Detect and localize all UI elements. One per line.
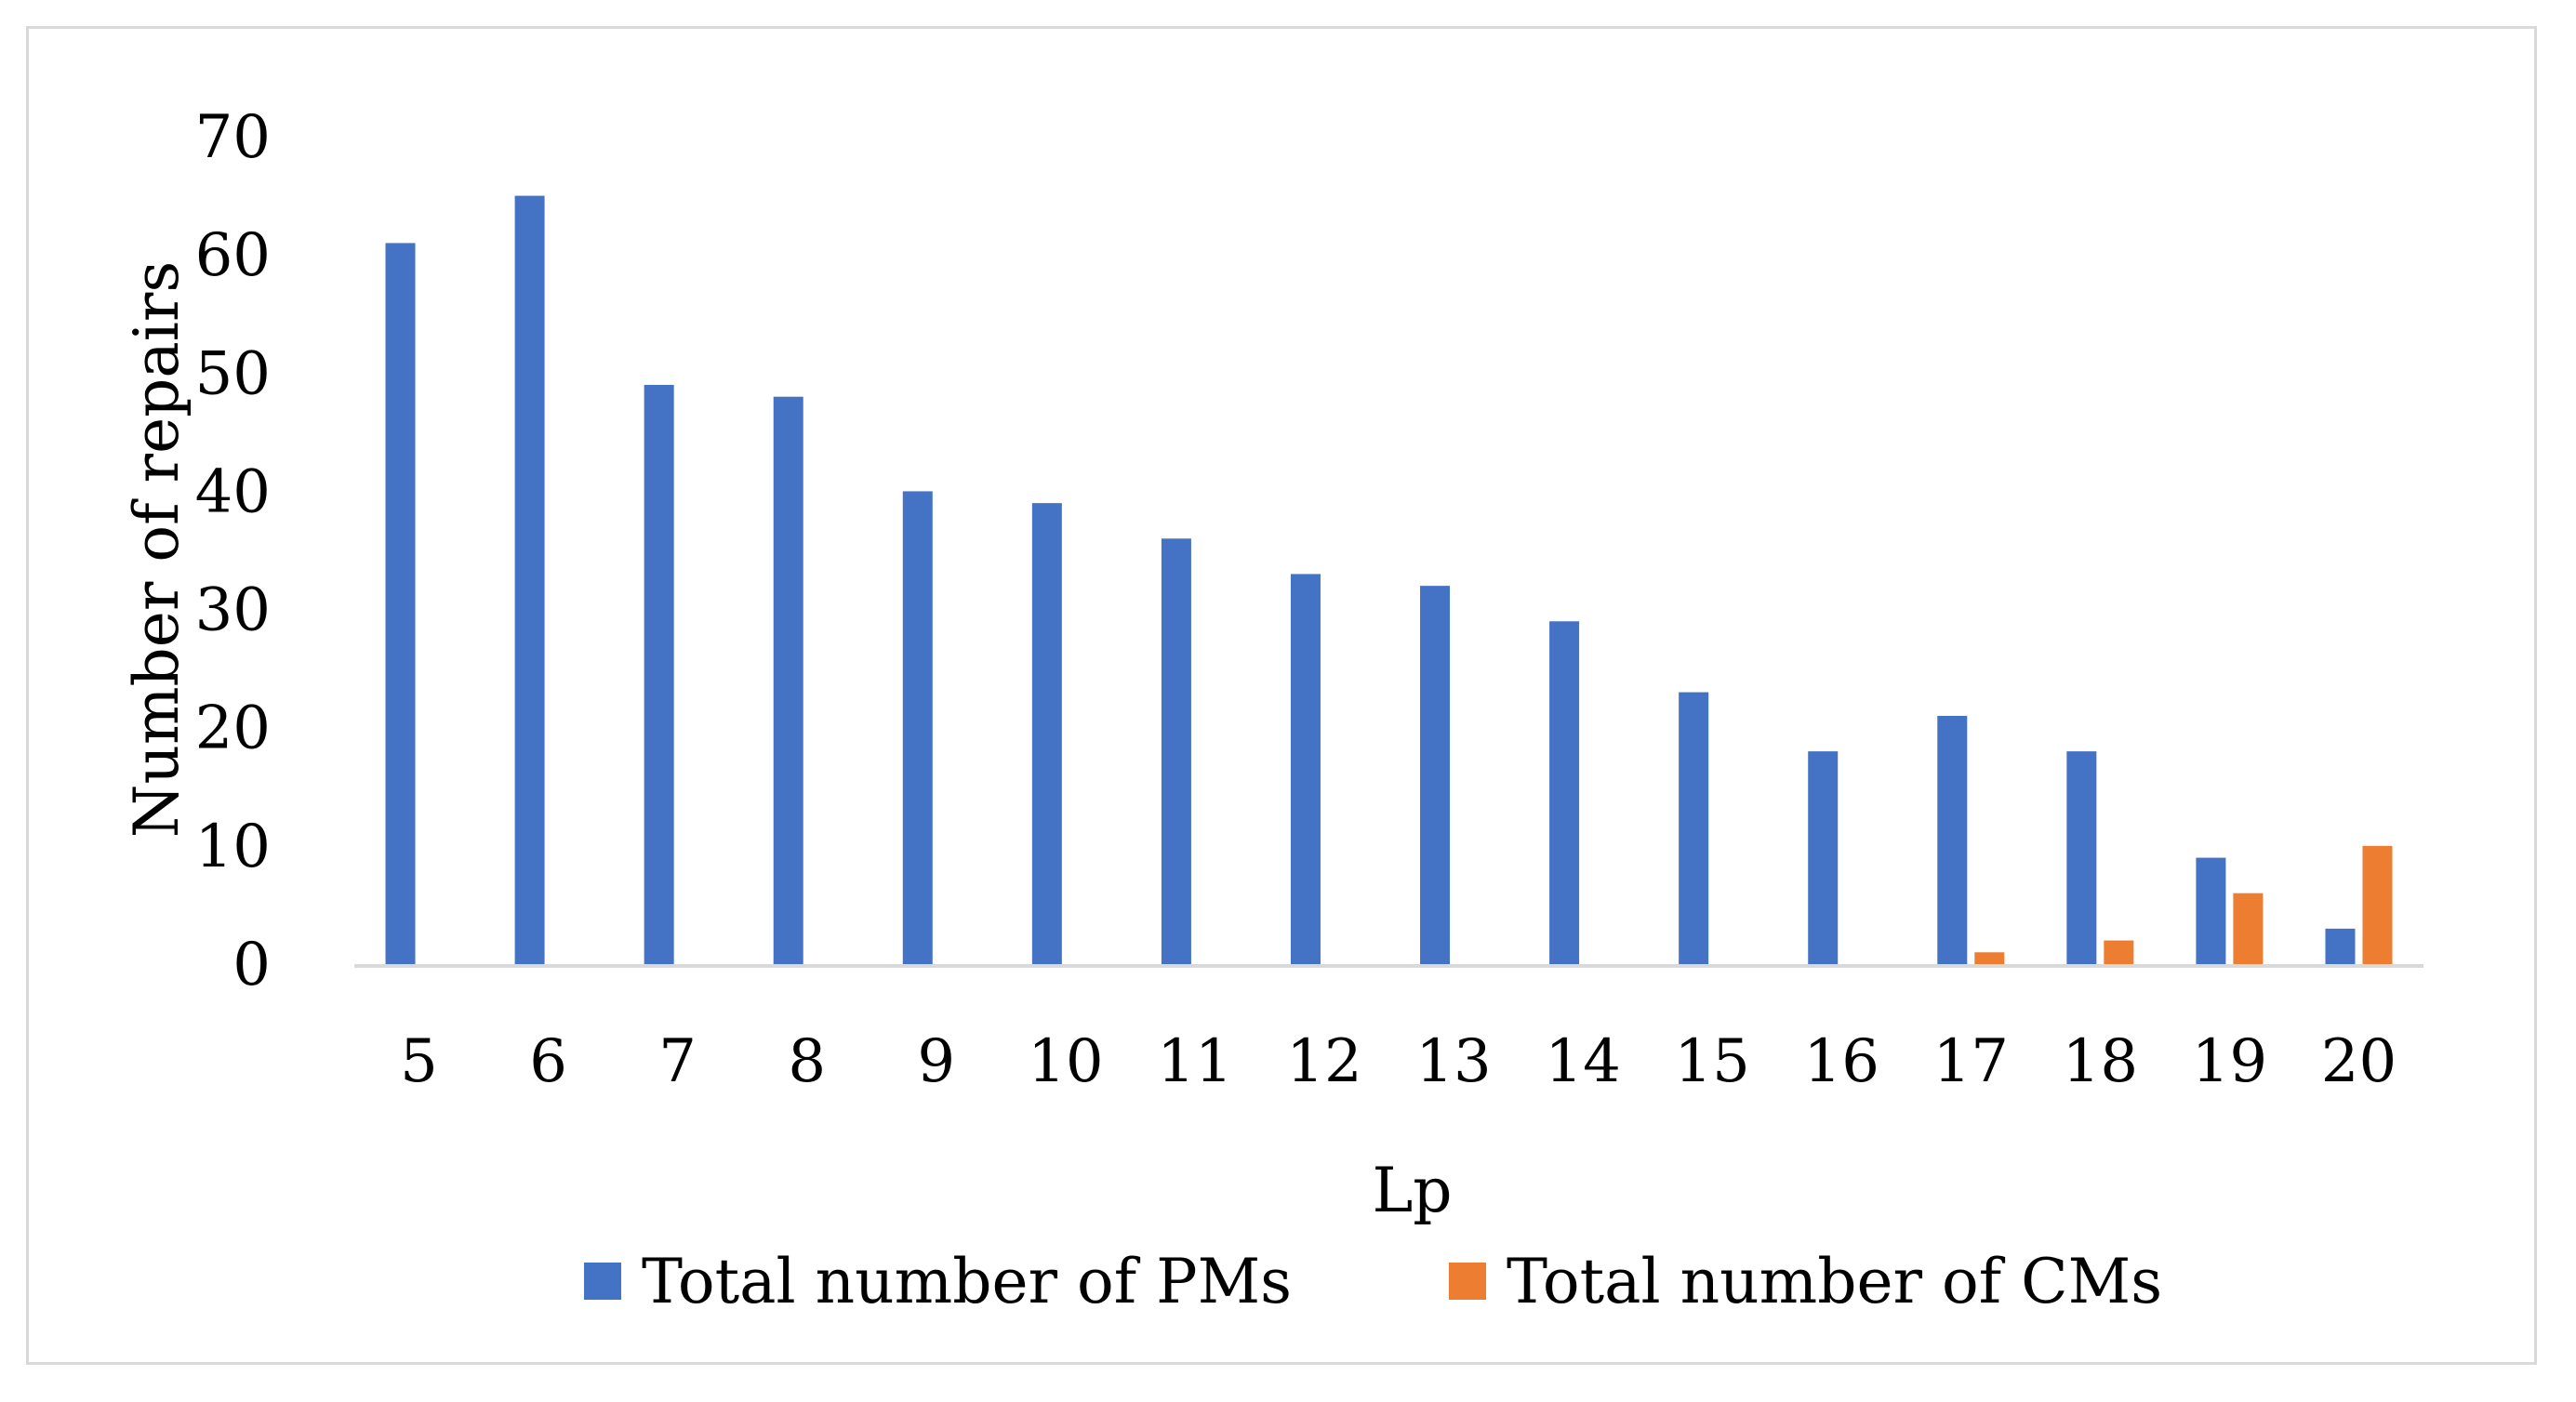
bar-pm-8 <box>773 396 803 964</box>
x-tick-label: 6 <box>529 1027 567 1096</box>
y-tick-label: 10 <box>195 813 271 881</box>
x-tick-label: 11 <box>1157 1027 1232 1096</box>
y-tick-label: 0 <box>232 931 271 999</box>
x-tick-label: 15 <box>1674 1027 1749 1096</box>
bar-pm-20 <box>2325 928 2356 964</box>
bar-pm-12 <box>1290 574 1321 964</box>
x-tick-label: 8 <box>788 1027 826 1096</box>
x-tick-label: 18 <box>2063 1027 2138 1096</box>
bar-cm-20 <box>2362 845 2393 964</box>
bar-pm-14 <box>1549 621 1580 964</box>
bar-cm-18 <box>2104 940 2134 964</box>
bar-chart: 0 10 20 30 40 50 60 70 5 6 7 8 9 10 11 12 13 14 15 16 17 18 1… <box>121 103 2423 1317</box>
bar-pm-7 <box>644 385 674 964</box>
bar-pm-17 <box>1937 716 1968 964</box>
chart-frame: 0 10 20 30 40 50 60 70 5 6 7 8 9 10 11 12 13 14 15 16 17 18 1… <box>26 26 2537 1365</box>
x-tick-label: 12 <box>1286 1027 1361 1096</box>
y-tick-label: 70 <box>195 103 271 172</box>
y-tick-label: 20 <box>195 694 271 763</box>
bar-pm-16 <box>1808 751 1839 964</box>
bar-pm-9 <box>902 491 933 964</box>
x-tick-label: 10 <box>1028 1027 1103 1096</box>
legend-swatch-pm <box>584 1263 621 1300</box>
bar-pm-19 <box>2196 857 2226 964</box>
legend: Total number of PMs Total number of CMs <box>584 1246 2162 1317</box>
x-tick-label: 14 <box>1545 1027 1620 1096</box>
bar-pm-13 <box>1420 586 1451 964</box>
bar-cm-19 <box>2233 893 2264 964</box>
x-tick-label: 13 <box>1415 1027 1491 1096</box>
x-tick-label: 9 <box>917 1027 955 1096</box>
bar-pm-10 <box>1031 503 1062 964</box>
x-tick-label: 7 <box>658 1027 697 1096</box>
bar-pm-6 <box>514 195 545 965</box>
legend-label-pm: Total number of PMs <box>642 1246 1292 1317</box>
y-tick-label: 60 <box>195 221 271 290</box>
x-axis-title: Lp <box>1372 1155 1452 1226</box>
legend-label-cm: Total number of CMs <box>1507 1246 2162 1317</box>
bar-pm-15 <box>1679 692 1709 964</box>
y-tick-label: 50 <box>195 339 271 408</box>
bar-pm-18 <box>2066 751 2097 964</box>
bar-pm-11 <box>1161 538 1191 964</box>
x-tick-label: 17 <box>1933 1027 2009 1096</box>
bars <box>385 195 2393 965</box>
bar-pm-5 <box>385 243 416 964</box>
y-tick-label: 40 <box>195 457 271 526</box>
x-tick-label: 16 <box>1804 1027 1879 1096</box>
y-axis-ticks: 0 10 20 30 40 50 60 70 <box>195 103 271 999</box>
x-tick-label: 20 <box>2321 1027 2397 1096</box>
y-axis-title: Number of repairs <box>121 261 193 839</box>
x-tick-label: 19 <box>2192 1027 2267 1096</box>
x-tick-label: 5 <box>400 1027 438 1096</box>
bar-cm-17 <box>1974 952 2005 964</box>
x-axis-ticks: 5 6 7 8 9 10 11 12 13 14 15 16 17 18 19 20 <box>400 1027 2397 1096</box>
legend-swatch-cm <box>1449 1263 1486 1300</box>
y-tick-label: 30 <box>195 576 271 645</box>
